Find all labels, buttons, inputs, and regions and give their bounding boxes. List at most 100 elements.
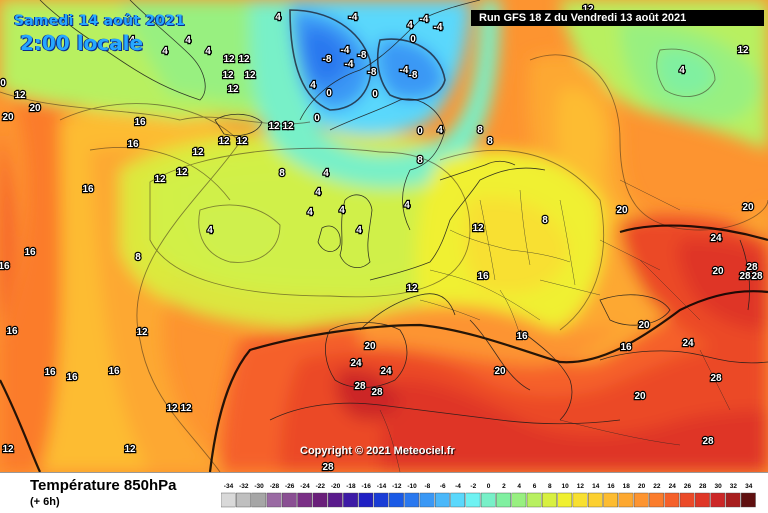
contour-value-label: 4 bbox=[404, 200, 410, 211]
contour-value-label: 4 bbox=[437, 125, 443, 136]
contour-value-label: 12 bbox=[406, 283, 418, 294]
contour-value-label: 28 bbox=[710, 373, 722, 384]
contour-value-label: 20 bbox=[634, 391, 646, 402]
legend-swatch bbox=[588, 492, 603, 508]
legend-swatch bbox=[496, 492, 511, 508]
contour-value-label: 0 bbox=[326, 88, 332, 99]
contour-value-label: 24 bbox=[682, 338, 694, 349]
contour-value-label: -4 bbox=[349, 12, 358, 23]
lead-time: (+ 6h) bbox=[30, 496, 60, 508]
contour-value-label: 12 bbox=[2, 444, 14, 455]
legend-tick-label: 12 bbox=[577, 483, 585, 490]
contour-value-label: 16 bbox=[477, 271, 489, 282]
legend-tick-label: -32 bbox=[239, 483, 249, 490]
contour-value-label: 16 bbox=[24, 247, 36, 258]
legend-swatch bbox=[741, 492, 756, 508]
contour-value-label: 20 bbox=[364, 341, 376, 352]
legend-swatch bbox=[434, 492, 450, 508]
legend-swatch bbox=[465, 492, 481, 508]
legend-swatch bbox=[649, 492, 664, 508]
contour-value-label: 12 bbox=[223, 54, 235, 65]
legend-tick-label: -26 bbox=[285, 483, 295, 490]
legend-tick-label: -20 bbox=[331, 483, 341, 490]
coastlines bbox=[39, 0, 768, 425]
legend-tick-label: 28 bbox=[699, 483, 707, 490]
contour-value-label: 16 bbox=[66, 372, 78, 383]
legend-swatch bbox=[679, 492, 695, 508]
contour-value-label: -8 bbox=[358, 50, 367, 61]
contour-value-label: 16 bbox=[6, 326, 18, 337]
legend-tick-label: -14 bbox=[377, 483, 387, 490]
legend-tick-label: -6 bbox=[440, 483, 446, 490]
legend-tick-label: 14 bbox=[592, 483, 600, 490]
contour-value-label: 12 bbox=[218, 136, 230, 147]
legend-swatch bbox=[251, 492, 267, 508]
contour-value-label: 16 bbox=[134, 117, 146, 128]
legend-tick-label: 6 bbox=[533, 483, 537, 490]
legend-tick-label: -16 bbox=[361, 483, 371, 490]
legend-swatch bbox=[603, 492, 619, 508]
legend-tick-label: -2 bbox=[470, 483, 476, 490]
contour-value-label: 28 bbox=[322, 462, 334, 472]
legend-swatch bbox=[710, 492, 726, 508]
contour-value-label: 20 bbox=[494, 366, 506, 377]
legend-tick-label: -22 bbox=[316, 483, 326, 490]
contour-value-label: 12 bbox=[238, 54, 250, 65]
valid-date: Samedi 14 août 2021 bbox=[14, 13, 186, 29]
temperature-legend: -34 -32 -30 -28 -26 -24 -22 -20 -18 -16 -14 -12 -10-… bbox=[221, 483, 756, 508]
contour-value-label: 4 bbox=[679, 65, 685, 76]
legend-swatch bbox=[664, 492, 680, 508]
contour-value-label: 12 bbox=[136, 327, 148, 338]
contour-value-label: 12 bbox=[166, 403, 178, 414]
contour-value-label: 28 bbox=[371, 387, 383, 398]
contour-value-label: 4 bbox=[162, 46, 168, 57]
contour-value-label: 4 bbox=[315, 187, 321, 198]
legend-tick-label: 26 bbox=[684, 483, 692, 490]
legend-tick-label: -34 bbox=[224, 483, 234, 490]
contour-value-label: 24 bbox=[380, 366, 392, 377]
legend-tick-label: 10 bbox=[561, 483, 569, 490]
contour-value-label: 12 bbox=[180, 403, 192, 414]
contour-value-label: 4 bbox=[185, 35, 191, 46]
contour-value-label: 12 bbox=[472, 223, 484, 234]
legend-swatch bbox=[633, 492, 649, 508]
legend-swatch bbox=[266, 492, 282, 508]
contour-value-label: 4 bbox=[356, 225, 362, 236]
legend-tick-label: -24 bbox=[300, 483, 310, 490]
contour-value-label: 28 bbox=[354, 381, 366, 392]
legend-swatch bbox=[572, 492, 588, 508]
contour-value-label: 20 bbox=[742, 202, 754, 213]
legend-tick-label: 32 bbox=[730, 483, 738, 490]
legend-tick-label: 22 bbox=[653, 483, 661, 490]
legend-tick-label: -12 bbox=[392, 483, 402, 490]
copyright-text: Copyright © 2021 Meteociel.fr bbox=[300, 445, 455, 457]
contour-value-label: 12 bbox=[176, 167, 188, 178]
contour-value-label: 8 bbox=[135, 252, 141, 263]
legend-swatch bbox=[312, 492, 328, 508]
contour-value-label: 12 bbox=[124, 444, 136, 455]
legend-tick-label: 4 bbox=[517, 483, 521, 490]
legend-swatch bbox=[557, 492, 573, 508]
contour-value-label: -4 bbox=[420, 14, 429, 25]
legend-swatch bbox=[404, 492, 420, 508]
contour-value-label: 24 bbox=[710, 233, 722, 244]
contour-value-label: 8 bbox=[477, 125, 483, 136]
contour-value-label: -4 bbox=[345, 59, 354, 70]
legend-swatch bbox=[297, 492, 313, 508]
legend-tick-label: -10 bbox=[407, 483, 417, 490]
contour-value-label: 12 bbox=[192, 147, 204, 158]
legend-tick-label: 20 bbox=[638, 483, 646, 490]
legend-swatch bbox=[343, 492, 358, 508]
contour-value-label: 24 bbox=[350, 358, 362, 369]
contour-value-label: 16 bbox=[108, 366, 120, 377]
country-borders bbox=[379, 179, 731, 472]
contour-value-label: 16 bbox=[620, 342, 632, 353]
contour-value-label: 20 bbox=[29, 103, 41, 114]
legend-swatch bbox=[695, 492, 710, 508]
contour-value-label: 16 bbox=[516, 331, 528, 342]
contour-value-label: 0 bbox=[372, 89, 378, 100]
contour-value-label: 16 bbox=[82, 184, 94, 195]
contour-value-label: 28 bbox=[739, 271, 751, 282]
